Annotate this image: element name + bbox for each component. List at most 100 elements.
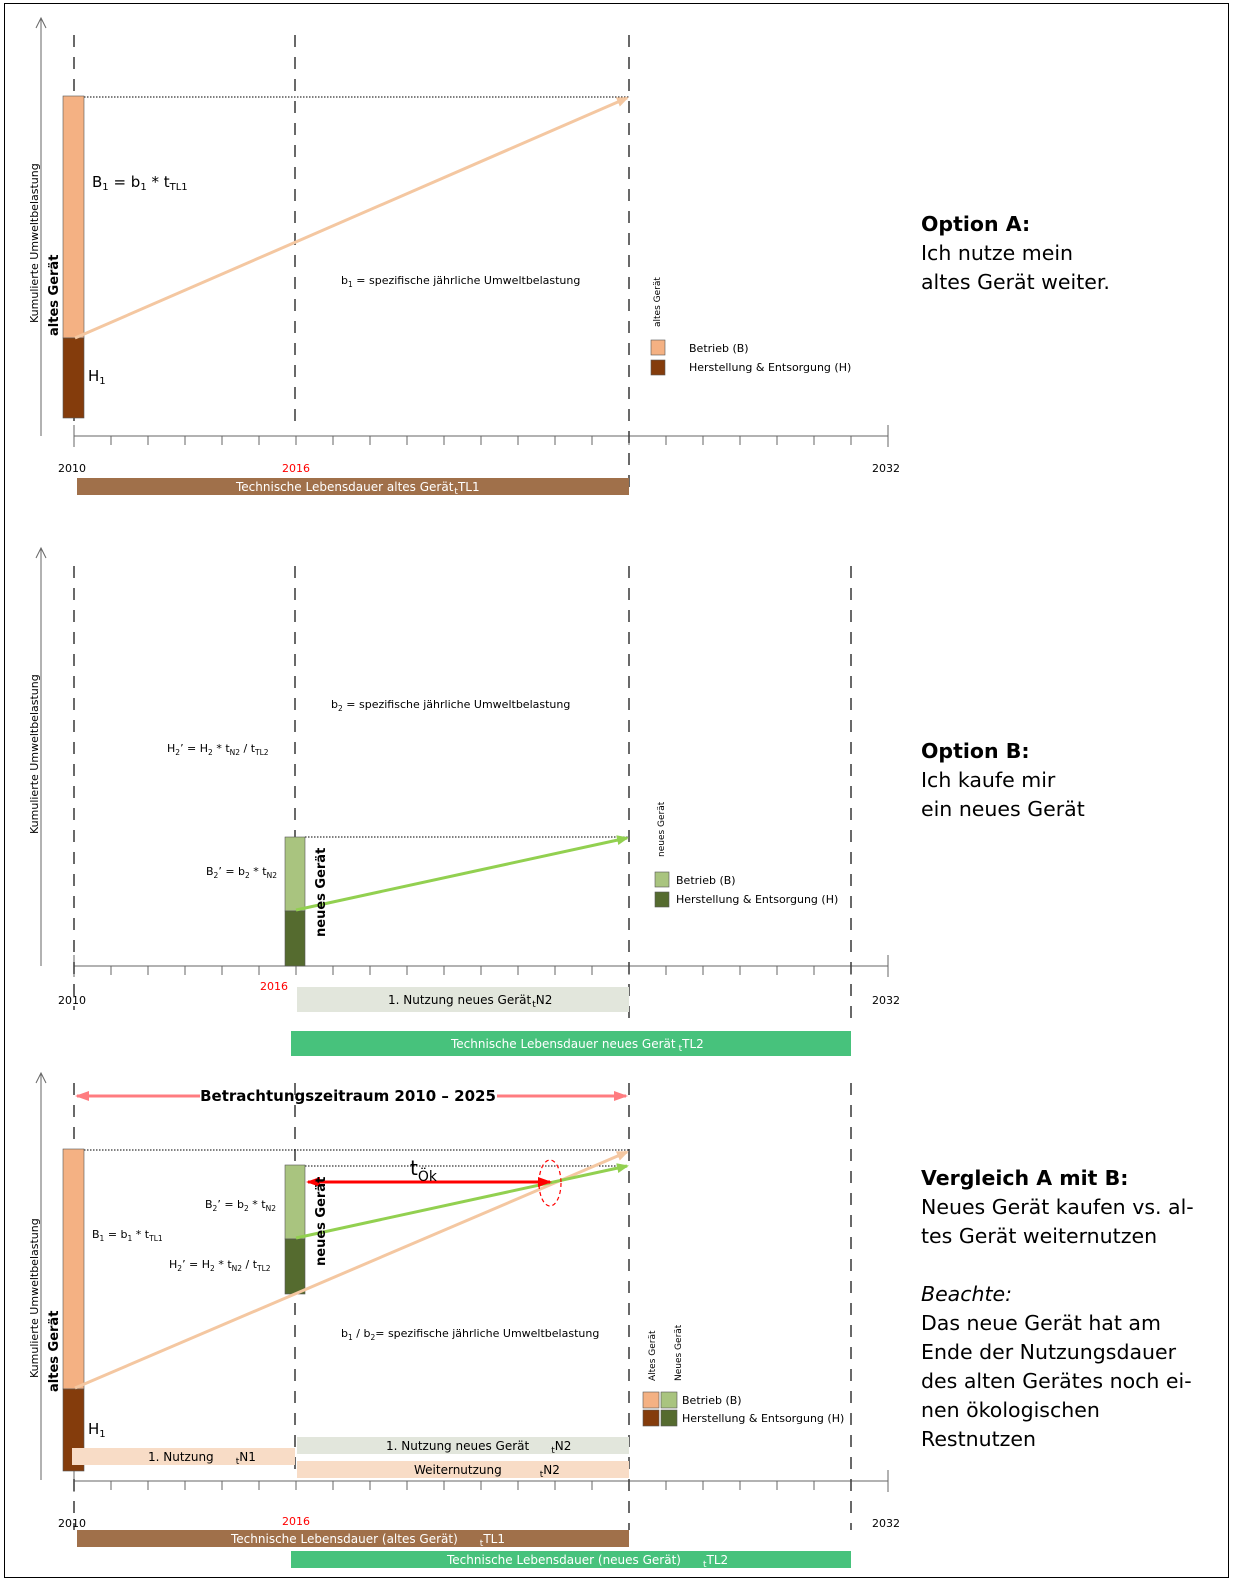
bar-herstellung-old bbox=[62, 337, 85, 419]
side-note-line: Ende der Nutzungsdauer bbox=[921, 1340, 1177, 1364]
label-H1: H1 bbox=[88, 1420, 106, 1440]
legend-swatch-herstellung bbox=[654, 891, 670, 908]
legend-herstellung: Herstellung & Entsorgung (H) bbox=[689, 361, 851, 374]
bar-betrieb-new bbox=[284, 1164, 306, 1240]
bar-betrieb-old bbox=[62, 95, 85, 339]
bar-first-use-label: 1. Nutzung tN1 bbox=[148, 1450, 256, 1467]
b-description: b1 / b2= spezifische jährliche Umweltbel… bbox=[341, 1327, 599, 1342]
year-2010: 2010 bbox=[58, 462, 86, 475]
year-2010: 2010 bbox=[58, 1517, 86, 1530]
year-2032: 2032 bbox=[872, 462, 900, 475]
legend-header: neues Gerät bbox=[657, 801, 667, 857]
side-line: altes Gerät weiter. bbox=[921, 270, 1110, 294]
bar-betrieb-old bbox=[62, 1148, 85, 1390]
side-note-line: des alten Gerätes noch ei- bbox=[921, 1369, 1192, 1393]
bar-new-use bbox=[297, 1437, 629, 1454]
bar-use-new bbox=[297, 987, 629, 1012]
b2-description: b2 = spezifische jährliche Umweltbelastu… bbox=[331, 698, 570, 713]
formula-B2: B2’ = b2 * tN2 bbox=[205, 1198, 276, 1213]
bar-lifetime-new-label: Technische Lebensdauer (neues Gerät) tTL2 bbox=[446, 1553, 728, 1570]
side-title: Vergleich A mit B: bbox=[921, 1166, 1129, 1190]
intersection-marker bbox=[538, 1159, 562, 1207]
legend-swatch-betrieb-new bbox=[660, 1391, 678, 1409]
legend-swatch-herstellung-old bbox=[642, 1409, 660, 1427]
year-2016: 2016 bbox=[260, 980, 288, 993]
arrow-cumulative-new bbox=[295, 1163, 629, 1240]
legend-swatch-herstellung-new bbox=[660, 1409, 678, 1427]
side-note-option-b: Option B: Ich kaufe mir ein neues Gerät bbox=[921, 737, 1085, 824]
legend-betrieb: Betrieb (B) bbox=[689, 342, 749, 355]
device-label-vertical: altes Gerät bbox=[47, 255, 62, 336]
formula-H2: H2’ = H2 * tN2 / tTL2 bbox=[167, 742, 269, 757]
arrow-cumulative-new bbox=[295, 835, 629, 912]
year-2032: 2032 bbox=[872, 994, 900, 1007]
bar-lifetime-old-label: Technische Lebensdauer (altes Gerät) tTL1 bbox=[230, 1532, 505, 1549]
legend-swatch-herstellung bbox=[650, 359, 666, 376]
bar-lifetime-new bbox=[291, 1551, 851, 1568]
bar-herstellung-new bbox=[284, 1238, 306, 1295]
arrow-cumulative-old bbox=[74, 1150, 629, 1390]
bar-betrieb-new bbox=[284, 836, 306, 912]
side-note-title: Beachte: bbox=[921, 1282, 1013, 1306]
bar-first-use bbox=[72, 1448, 295, 1465]
spacer bbox=[921, 1251, 1194, 1280]
x-axis-ticks bbox=[110, 436, 852, 445]
legend-betrieb: Betrieb (B) bbox=[682, 1394, 742, 1407]
panel-c: Betrachtungszeitraum 2010 – 2025 tÖk Kum… bbox=[28, 1071, 900, 1570]
legend-header-new: Neues Gerät bbox=[674, 1324, 684, 1381]
x-axis-ticks bbox=[110, 966, 852, 975]
side-note-line: nen ökologischen bbox=[921, 1398, 1100, 1422]
side-title: Option A: bbox=[921, 212, 1031, 236]
y-axis-label: Kumulierte Umweltbelastung bbox=[28, 1218, 41, 1378]
formula-H2: H2’ = H2 * tN2 / tTL2 bbox=[169, 1258, 271, 1273]
bar-lifetime-new-label: Technische Lebensdauer neues Gerät tTL2 bbox=[450, 1037, 704, 1054]
bar-lifetime-new bbox=[291, 1031, 851, 1056]
side-note-line: Das neue Gerät hat am bbox=[921, 1311, 1161, 1335]
side-note-option-a: Option A: Ich nutze mein altes Gerät wei… bbox=[921, 210, 1110, 297]
bar-lifetime-old bbox=[77, 1530, 629, 1547]
device-label-vertical: neues Gerät bbox=[314, 848, 329, 937]
side-line: ein neues Gerät bbox=[921, 797, 1085, 821]
diagram-frame bbox=[4, 3, 1229, 1578]
y-axis-label: Kumulierte Umweltbelastung bbox=[28, 163, 41, 323]
legend-herstellung: Herstellung & Entsorgung (H) bbox=[676, 893, 838, 906]
year-2016: 2016 bbox=[282, 462, 310, 475]
label-H1: H1 bbox=[88, 367, 106, 387]
formula-B1: B1 = b1 * tTL1 bbox=[92, 1228, 163, 1243]
side-line: Neues Gerät kaufen vs. al- bbox=[921, 1195, 1194, 1219]
t-oek-label: tÖk bbox=[410, 1156, 438, 1185]
legend-betrieb: Betrieb (B) bbox=[676, 874, 736, 887]
legend-swatch-betrieb bbox=[650, 339, 666, 356]
old-device-label-vertical: altes Gerät bbox=[47, 1311, 62, 1392]
new-device-label-vertical: neues Gerät bbox=[314, 1177, 329, 1266]
side-title: Option B: bbox=[921, 739, 1030, 763]
y-axis-arrowhead bbox=[35, 546, 47, 559]
bar-herstellung-new bbox=[284, 910, 306, 967]
formula-B2: B2’ = b2 * tN2 bbox=[206, 865, 277, 880]
panel-b: Kumulierte Umweltbelastung neues Gerät H… bbox=[28, 546, 900, 1056]
y-axis-label: Kumulierte Umweltbelastung bbox=[28, 674, 41, 834]
bar-new-use-label: 1. Nutzung neues Gerät tN2 bbox=[386, 1439, 571, 1456]
side-line: tes Gerät weiternutzen bbox=[921, 1224, 1158, 1248]
side-note-line: Restnutzen bbox=[921, 1427, 1037, 1451]
y-axis-arrowhead bbox=[35, 1071, 47, 1084]
arrow-cumulative-old bbox=[74, 96, 629, 340]
formula-B1: B1 = b1 * tTL1 bbox=[92, 173, 188, 193]
bar-continued-use bbox=[297, 1461, 629, 1478]
legend-herstellung: Herstellung & Entsorgung (H) bbox=[682, 1412, 844, 1425]
legend-header: altes Gerät bbox=[653, 277, 663, 327]
b1-description: b1 = spezifische jährliche Umweltbelastu… bbox=[341, 274, 580, 289]
bar-lifetime-old bbox=[77, 478, 629, 495]
legend-swatch-betrieb-old bbox=[642, 1391, 660, 1409]
bar-use-new-label: 1. Nutzung neues GerättN2 bbox=[388, 993, 552, 1010]
side-line: Ich nutze mein bbox=[921, 241, 1074, 265]
side-note-comparison: Vergleich A mit B: Neues Gerät kaufen vs… bbox=[921, 1164, 1194, 1454]
year-2032: 2032 bbox=[872, 1517, 900, 1530]
legend-swatch-betrieb bbox=[654, 871, 670, 888]
x-axis-ticks bbox=[110, 1481, 852, 1490]
side-line: Ich kaufe mir bbox=[921, 768, 1056, 792]
bar-continued-label: Weiternutzung tN2 bbox=[414, 1463, 560, 1480]
y-axis-arrowhead bbox=[35, 16, 47, 29]
year-2016: 2016 bbox=[282, 1515, 310, 1528]
